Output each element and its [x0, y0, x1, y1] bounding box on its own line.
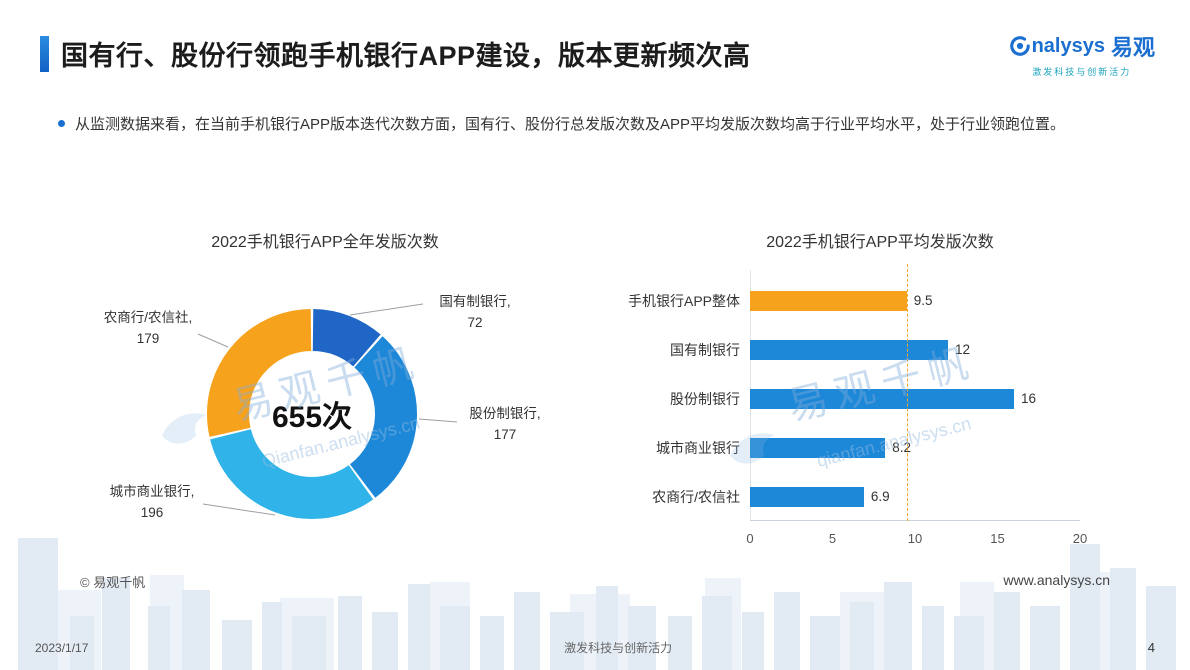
donut-label-jointstock-banks: 股份制银行, 177 [469, 406, 541, 442]
bar [750, 437, 886, 458]
logo-brand-cn: 易观 [1110, 35, 1155, 60]
bar-category-label: 手机银行APP整体 [627, 292, 740, 309]
website: www.analysys.cn [1003, 572, 1110, 588]
bar-row: 农商行/农信社 6.9 [610, 472, 1150, 521]
bar-chart-section: 2022手机银行APP平均发版次数 易观千帆 qianfan.analysys.… [610, 228, 1150, 564]
summary-text: 从监测数据来看，在当前手机银行APP版本迭代次数方面，国有行、股份行总发版次数及… [75, 116, 1066, 133]
x-axis-tick: 10 [907, 531, 923, 546]
analysys-swirl-icon [1009, 36, 1030, 56]
header: 国有行、股份行领跑手机银行APP建设，版本更新频次高 nalysys 易观 激发… [40, 34, 1155, 77]
copyright: © 易观千帆 [80, 575, 146, 590]
footer-date: 2023/1/17 [35, 640, 89, 655]
donut-center-total: 655次 [271, 401, 353, 434]
summary-bullet: 从监测数据来看，在当前手机银行APP版本迭代次数方面，国有行、股份行总发版次数及… [58, 112, 1108, 138]
x-axis-tick: 5 [828, 531, 837, 546]
x-axis-tick: 0 [746, 531, 754, 546]
bar-row: 手机银行APP整体 9.5 [610, 276, 1150, 325]
logo-row: nalysys 易观 [1009, 30, 1155, 62]
donut-chart: 易观千帆 Qianfan.analysys.cn 655次 国有制银行, 72 … [55, 264, 595, 564]
bar-value-label: 16 [1021, 391, 1037, 406]
bar-row: 股份制银行 16 [610, 374, 1150, 423]
bar-track: 8.2 [750, 437, 1080, 458]
x-axis-tick: 15 [990, 531, 1005, 546]
bar [750, 290, 907, 311]
donut-segment [210, 428, 374, 519]
logo-tagline: 激发科技与创新活力 [1032, 67, 1132, 77]
bar-category-label: 城市商业银行 [656, 439, 740, 456]
footer-slogan: 激发科技与创新活力 [564, 641, 673, 655]
bar-category-label: 农商行/农信社 [652, 488, 740, 505]
footer-page-number: 4 [1147, 640, 1155, 655]
average-reference-line [906, 264, 908, 521]
bar-value-label: 12 [955, 342, 971, 357]
donut-label-rural-banks: 农商行/农信社, 179 [103, 310, 193, 346]
bar-row: 城市商业银行 8.2 [610, 423, 1150, 472]
bar [750, 486, 864, 507]
page-title: 国有行、股份行领跑手机银行APP建设，版本更新频次高 [61, 41, 751, 71]
city-skyline-decoration [18, 538, 1176, 670]
donut-rings [197, 303, 458, 519]
bar [750, 339, 948, 360]
bar-track: 16 [750, 388, 1080, 409]
x-axis-tick: 20 [1072, 531, 1088, 546]
bullet-dot-icon [58, 120, 65, 127]
donut-label-city-banks: 城市商业银行, 196 [109, 484, 195, 520]
logo-brand-latin: nalysys [1031, 34, 1105, 57]
x-axis: 0 5 10 15 20 [746, 527, 1087, 549]
title-accent-bar [40, 36, 49, 72]
donut-chart-title: 2022手机银行APP全年发版次数 [211, 234, 439, 251]
bar-track: 12 [750, 339, 1080, 360]
donut-segment [311, 309, 381, 367]
footer: 2023/1/17 激发科技与创新活力 4 [35, 639, 1155, 656]
donut-chart-section: 2022手机银行APP全年发版次数 易观千帆 Qianfan.analysys.… [55, 228, 595, 564]
bar-rows: 手机银行APP整体 9.5 国有制银行 12 [610, 264, 1150, 521]
bar-value-label: 8.2 [892, 440, 912, 455]
bar [750, 388, 1014, 409]
bar-track: 6.9 [750, 486, 1080, 507]
charts-row: 2022手机银行APP全年发版次数 易观千帆 Qianfan.analysys.… [55, 228, 1150, 564]
bar-value-label: 6.9 [870, 489, 890, 504]
bar-track: 9.5 [750, 290, 1080, 311]
donut-segment [349, 336, 417, 498]
donut-label-state-banks: 国有制银行, 72 [439, 294, 511, 330]
bar-category-label: 股份制银行 [670, 390, 740, 407]
analysys-logo: nalysys 易观 激发科技与创新活力 [1009, 30, 1155, 78]
bar-value-label: 9.5 [913, 293, 933, 308]
bar-chart-title: 2022手机银行APP平均发版次数 [766, 234, 994, 251]
bar-row: 国有制银行 12 [610, 325, 1150, 374]
bar-category-label: 国有制银行 [670, 341, 740, 358]
donut-segment [207, 309, 313, 437]
bar-chart: 易观千帆 qianfan.analysys.cn 手机银行APP整体 9.5 国… [610, 264, 1150, 549]
donut-leader-lines [197, 303, 458, 516]
